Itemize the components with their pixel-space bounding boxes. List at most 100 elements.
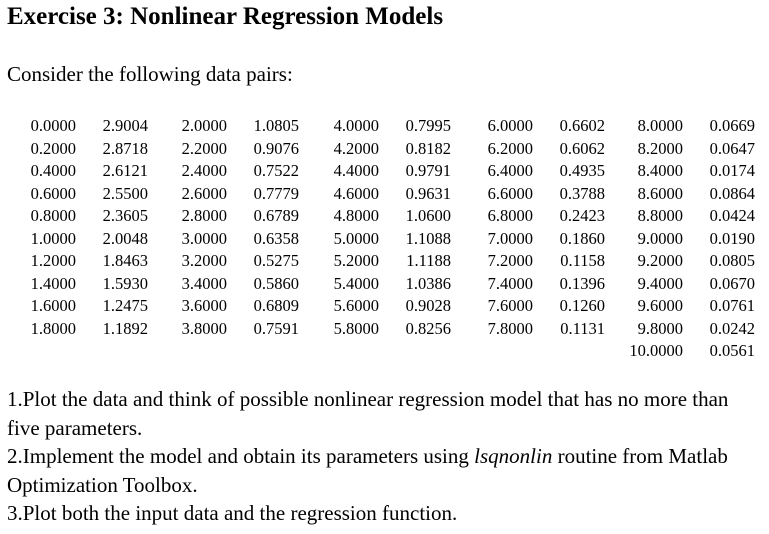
x-value: 2.8000	[181, 206, 227, 225]
data-pair-row: 2.6000 0.7779	[159, 183, 299, 206]
x-value: 2.4000	[181, 161, 227, 180]
y-value: 0.9791	[405, 161, 451, 180]
data-pair-row: 2.8000 0.6789	[159, 205, 299, 228]
exercise-title: Exercise 3: Nonlinear Regression Models	[7, 3, 444, 30]
y-value: 1.1892	[102, 318, 148, 338]
data-pair-row: 3.6000 0.6809	[159, 295, 299, 318]
data-pair-row: 9.0000 0.0190	[615, 228, 755, 251]
data-pair-row: 7.4000 0.1396	[465, 273, 605, 296]
x-value: 10.0000	[629, 341, 683, 360]
task-text: 2.Implement the model and obtain its par…	[7, 444, 475, 468]
x-value: 4.6000	[333, 183, 379, 203]
y-value: 0.1131	[560, 318, 605, 338]
y-value: 0.9631	[405, 183, 451, 203]
intro-text: Consider the following data pairs:	[7, 62, 293, 86]
x-value: 6.4000	[487, 161, 533, 180]
y-value: 0.0670	[709, 273, 755, 293]
x-value: 8.8000	[637, 206, 683, 225]
task-item: 1.Plot the data and think of possible no…	[7, 385, 764, 442]
data-pair-row: 0.6000 2.5500	[8, 183, 148, 206]
y-value: 0.5275	[253, 251, 299, 270]
data-pair-row: 3.8000 0.7591	[159, 318, 299, 341]
x-value: 9.8000	[637, 318, 683, 338]
x-value: 1.0000	[30, 228, 76, 248]
data-pair-row: 7.0000 0.1860	[465, 228, 605, 251]
x-value: 1.8000	[30, 318, 76, 338]
data-pair-row: 4.8000 1.0600	[311, 205, 451, 228]
task-text: 1.Plot the data and think of possible no…	[7, 387, 729, 440]
y-value: 0.0242	[709, 318, 755, 338]
x-value: 2.2000	[181, 138, 227, 158]
data-pair-row: 2.4000 0.7522	[159, 160, 299, 183]
data-pair-row: 9.6000 0.0761	[615, 295, 755, 318]
routine-name: lsqnonlin	[474, 444, 553, 468]
task-text-continued: routine from Matlab Optimization Toolbox…	[7, 444, 728, 497]
x-value: 3.0000	[181, 228, 227, 248]
x-value: 7.0000	[487, 228, 533, 248]
data-pair-row: 4.0000 0.7995	[311, 115, 451, 138]
data-pair-row: 8.0000 0.0669	[615, 115, 755, 138]
x-value: 0.6000	[30, 183, 76, 203]
y-value: 0.0669	[709, 116, 755, 135]
data-pair-row: 8.4000 0.0174	[615, 160, 755, 183]
x-value: 1.6000	[30, 296, 76, 315]
y-value: 0.9028	[405, 296, 451, 315]
data-pair-row: 5.6000 0.9028	[311, 295, 451, 318]
x-value: 0.8000	[30, 206, 76, 225]
data-pair-row: 3.4000 0.5860	[159, 273, 299, 296]
data-column: 0.0000 2.9004 0.2000 2.8718 0.4000 2.6121 0.60…	[8, 115, 148, 340]
y-value: 0.7522	[253, 161, 299, 180]
y-value: 2.6121	[102, 161, 148, 180]
y-value: 0.8256	[405, 318, 451, 338]
data-pair-row: 9.8000 0.0242	[615, 318, 755, 341]
x-value: 1.4000	[30, 273, 76, 293]
x-value: 8.0000	[637, 116, 683, 135]
y-value: 0.1396	[559, 273, 605, 293]
data-pair-row: 6.0000 0.6602	[465, 115, 605, 138]
y-value: 0.3788	[559, 183, 605, 203]
x-value: 4.8000	[333, 206, 379, 225]
y-value: 0.7779	[253, 183, 299, 203]
data-column: 8.0000 0.0669 8.2000 0.0647 8.4000 0.0174 8.60…	[615, 115, 755, 363]
y-value: 0.0190	[709, 228, 755, 248]
data-pair-row: 5.4000 1.0386	[311, 273, 451, 296]
x-value: 6.0000	[487, 116, 533, 135]
x-value: 3.6000	[181, 296, 227, 315]
data-pair-row: 6.6000 0.3788	[465, 183, 605, 206]
data-pair-row: 1.4000 1.5930	[8, 273, 148, 296]
y-value: 0.0561	[709, 341, 755, 360]
data-pair-row: 0.0000 2.9004	[8, 115, 148, 138]
y-value: 1.0805	[253, 116, 299, 135]
x-value: 5.8000	[333, 318, 379, 338]
data-pair-row: 3.2000 0.5275	[159, 250, 299, 273]
data-pair-row: 1.8000 1.1892	[8, 318, 148, 341]
y-value: 0.9076	[253, 138, 299, 158]
data-pair-row: 1.0000 2.0048	[8, 228, 148, 251]
x-value: 5.2000	[333, 251, 379, 270]
x-value: 6.8000	[487, 206, 533, 225]
x-value: 3.2000	[181, 251, 227, 270]
y-value: 0.6809	[253, 296, 299, 315]
x-value: 3.8000	[181, 318, 227, 338]
y-value: 1.8463	[102, 251, 148, 270]
task-text: 3.Plot both the input data and the regre…	[7, 501, 458, 525]
x-value: 1.2000	[30, 251, 76, 270]
y-value: 2.8718	[102, 138, 148, 158]
task-list: 1.Plot the data and think of possible no…	[7, 385, 764, 528]
y-value: 0.5860	[253, 273, 299, 293]
data-pair-row: 4.4000 0.9791	[311, 160, 451, 183]
y-value: 0.0761	[709, 296, 755, 315]
data-pair-row: 0.2000 2.8718	[8, 138, 148, 161]
task-item: 3.Plot both the input data and the regre…	[7, 499, 764, 528]
x-value: 0.4000	[30, 161, 76, 180]
x-value: 7.6000	[487, 296, 533, 315]
x-value: 7.4000	[487, 273, 533, 293]
task-item: 2.Implement the model and obtain its par…	[7, 442, 764, 499]
data-column: 4.0000 0.7995 4.2000 0.8182 4.4000 0.9791 4.60…	[311, 115, 451, 340]
y-value: 2.3605	[102, 206, 148, 225]
y-value: 0.1158	[560, 251, 605, 270]
x-value: 2.6000	[181, 183, 227, 203]
y-value: 1.1088	[405, 228, 451, 248]
x-value: 7.2000	[487, 251, 533, 270]
y-value: 1.1188	[406, 251, 451, 270]
